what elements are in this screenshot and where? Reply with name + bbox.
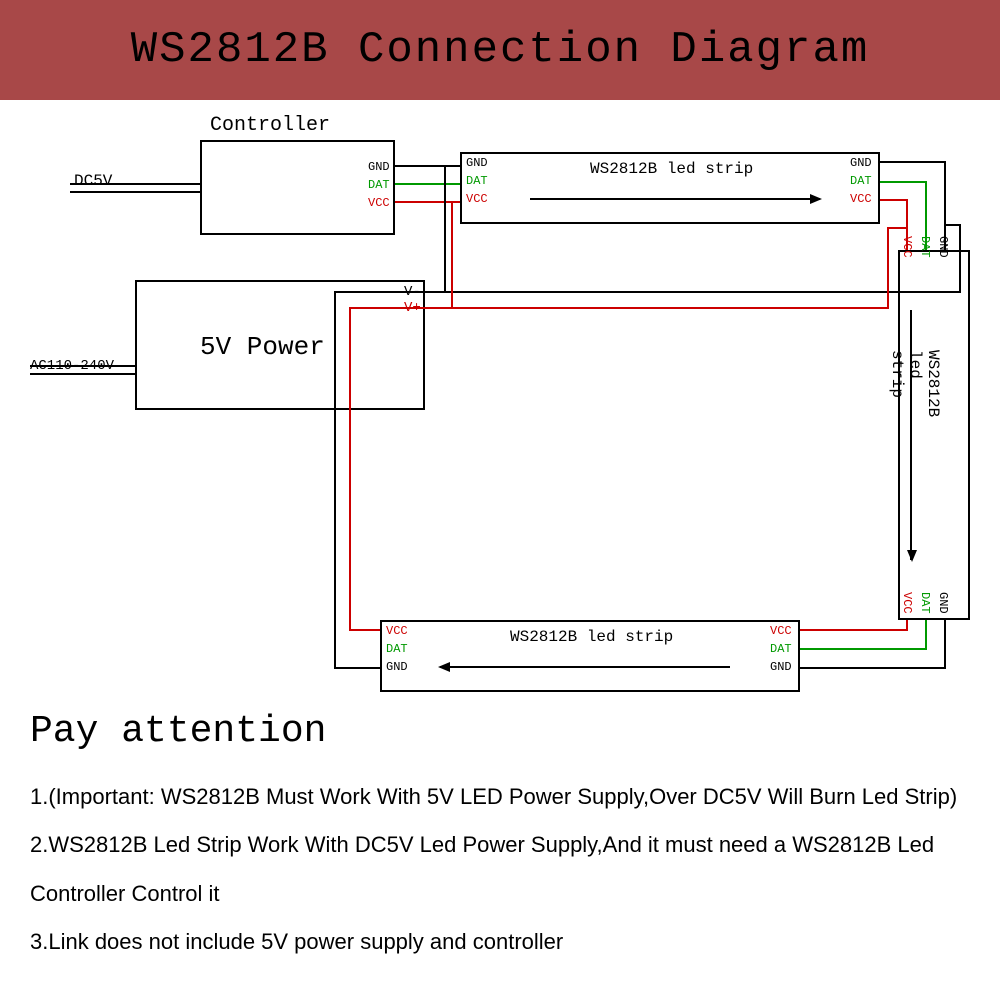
strip1-title: WS2812B led strip [590,160,753,178]
strip2-vcc-b: VCC [900,592,914,614]
controller-vcc: VCC [368,196,390,210]
strip1-vcc-r: VCC [850,192,872,206]
strip1-arrow [530,198,820,200]
strip1-vcc-l: VCC [466,192,488,206]
strip2-dat-t: DAT [918,236,932,258]
strip3-gnd-l: GND [386,660,408,674]
strip2-arrow [910,310,912,560]
note-line-2: 2.WS2812B Led Strip Work With DC5V Led P… [30,821,970,869]
controller-label: Controller [210,114,330,137]
strip2-vcc-t: VCC [900,236,914,258]
strip1-dat-r: DAT [850,174,872,188]
connection-diagram: Controller DC5V GND DAT VCC 5V Power AC1… [0,100,1000,700]
strip3-vcc-r: VCC [770,624,792,638]
vminus-label: V- [404,284,421,300]
vplus-label: V+ [404,300,421,316]
strip3-dat-l: DAT [386,642,408,656]
controller-dat: DAT [368,178,390,192]
note-line-4: 3.Link does not include 5V power supply … [30,918,970,966]
notes-title: Pay attention [30,710,970,753]
led-strip-2 [898,250,970,620]
strip2-gnd-t: GND [936,236,950,258]
note-line-1: 1.(Important: WS2812B Must Work With 5V … [30,773,970,821]
strip3-arrow [440,666,730,668]
strip1-gnd-r: GND [850,156,872,170]
header-banner: WS2812B Connection Diagram [0,0,1000,100]
strip2-gnd-b: GND [936,592,950,614]
controller-gnd: GND [368,160,390,174]
strip1-gnd-l: GND [466,156,488,170]
notes-section: Pay attention 1.(Important: WS2812B Must… [0,710,1000,967]
power-label: 5V Power [200,332,325,362]
strip2-dat-b: DAT [918,592,932,614]
strip1-dat-l: DAT [466,174,488,188]
page-title: WS2812B Connection Diagram [131,25,870,75]
dc5v-label: DC5V [74,172,112,190]
strip3-gnd-r: GND [770,660,792,674]
strip3-title: WS2812B led strip [510,628,673,646]
strip3-dat-r: DAT [770,642,792,656]
strip3-vcc-l: VCC [386,624,408,638]
strip2-title: WS2812B led strip [888,350,942,417]
ac-label: AC110-240V [30,358,114,374]
note-line-3: Controller Control it [30,870,970,918]
controller-box [200,140,395,235]
